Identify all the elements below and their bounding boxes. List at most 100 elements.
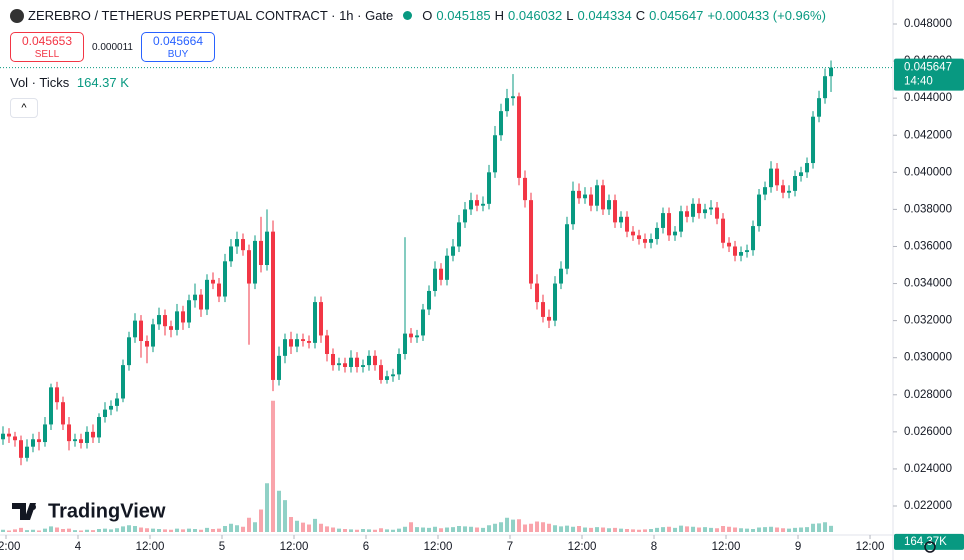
- candle-body: [529, 200, 534, 284]
- logo-dot: [30, 504, 36, 510]
- volume-bar: [763, 527, 768, 532]
- volume-bar: [121, 526, 126, 532]
- candle-body: [799, 172, 804, 177]
- candle-body: [85, 431, 90, 443]
- settings-icon[interactable]: [924, 541, 936, 553]
- candle-body: [709, 207, 714, 210]
- volume-bar: [673, 527, 678, 532]
- volume-bar: [799, 527, 804, 532]
- candle-body: [151, 324, 156, 347]
- volume-bar: [163, 529, 168, 532]
- volume-bar: [259, 509, 264, 532]
- candle-body: [187, 300, 192, 323]
- volume-bar: [307, 524, 312, 532]
- candle-body: [565, 224, 570, 269]
- candle-body: [811, 116, 816, 164]
- candle-body: [409, 333, 414, 338]
- candle-body: [391, 374, 396, 377]
- candle-body: [661, 213, 666, 228]
- volume-bar: [757, 527, 762, 532]
- volume-bar: [301, 522, 306, 532]
- candle-body: [589, 194, 594, 206]
- candle-body: [457, 222, 462, 247]
- candle-body: [43, 424, 48, 443]
- volume-bar: [445, 527, 450, 532]
- candle-body: [793, 176, 798, 191]
- volume-bar: [697, 527, 702, 532]
- candle-body: [313, 302, 318, 343]
- candle-body: [679, 211, 684, 232]
- volume-bar: [427, 527, 432, 532]
- candle-body: [583, 194, 588, 199]
- candle-body: [337, 363, 342, 366]
- volume-bar: [775, 527, 780, 532]
- candle-body: [463, 209, 468, 223]
- volume-bar: [325, 526, 330, 532]
- volume-bar: [223, 526, 228, 532]
- candle-body: [325, 335, 330, 354]
- volume-bar: [97, 529, 102, 532]
- candle-body: [475, 200, 480, 206]
- x-tick-label: 7: [507, 541, 513, 553]
- volume-bar: [235, 525, 240, 532]
- candle-body: [265, 231, 270, 266]
- volume-bar: [217, 528, 222, 532]
- volume-bar: [295, 520, 300, 532]
- volume-bar: [181, 529, 186, 532]
- candle-body: [553, 283, 558, 321]
- y-tick-label: 0.034000: [904, 278, 952, 290]
- y-tick-label: 0.026000: [904, 426, 952, 438]
- volume-bar: [613, 527, 618, 532]
- candle-body: [427, 290, 432, 310]
- volume-bar: [649, 529, 654, 532]
- candle-body: [67, 424, 72, 442]
- volume-bar: [439, 528, 444, 532]
- buy-button[interactable]: 0.045664 BUY: [141, 32, 215, 62]
- volume-bar: [127, 525, 132, 532]
- x-tick-label: 5: [219, 541, 225, 553]
- candle-body: [781, 185, 786, 193]
- candle-body: [601, 185, 606, 210]
- sell-button[interactable]: 0.045653 SELL: [10, 32, 84, 62]
- candle-body: [7, 433, 12, 437]
- volume-bar: [25, 530, 30, 532]
- candle-body: [373, 355, 378, 366]
- candle-body: [631, 231, 636, 236]
- close-value: 0.045647: [649, 8, 704, 23]
- candle-body: [607, 200, 612, 210]
- volume-bar: [691, 526, 696, 532]
- volume-bar: [565, 525, 570, 532]
- volume-bar: [241, 526, 246, 532]
- candle-body: [769, 168, 774, 188]
- volume-bar: [313, 518, 318, 532]
- candle-body: [289, 339, 294, 347]
- candle-body: [331, 353, 336, 366]
- volume-bar: [391, 529, 396, 532]
- candle-body: [691, 203, 696, 217]
- symbol-title: ZEREBRO / TETHERUS PERPETUAL CONTRACT · …: [28, 8, 394, 23]
- candle-body: [247, 250, 252, 284]
- candle-body: [361, 365, 366, 367]
- candle-body: [145, 341, 150, 347]
- collapse-button[interactable]: ^: [10, 98, 38, 118]
- volume-bar: [769, 526, 774, 532]
- volume-bar: [679, 525, 684, 532]
- candle-body: [169, 326, 174, 330]
- candle-body: [403, 333, 408, 354]
- candle-body: [97, 417, 102, 438]
- candle-body: [571, 190, 576, 225]
- candle-body: [241, 239, 246, 251]
- volume-bar: [403, 526, 408, 532]
- volume-bar: [355, 529, 360, 532]
- volume-bar: [187, 528, 192, 532]
- candle-body: [223, 261, 228, 297]
- candle-body: [517, 96, 522, 178]
- volume-bar: [523, 524, 528, 532]
- volume-bar: [499, 522, 504, 532]
- candle-body: [349, 357, 354, 367]
- volume-bar: [559, 526, 564, 532]
- price-label-box: [894, 58, 964, 91]
- candle-body: [775, 168, 780, 186]
- volume-bar: [733, 527, 738, 532]
